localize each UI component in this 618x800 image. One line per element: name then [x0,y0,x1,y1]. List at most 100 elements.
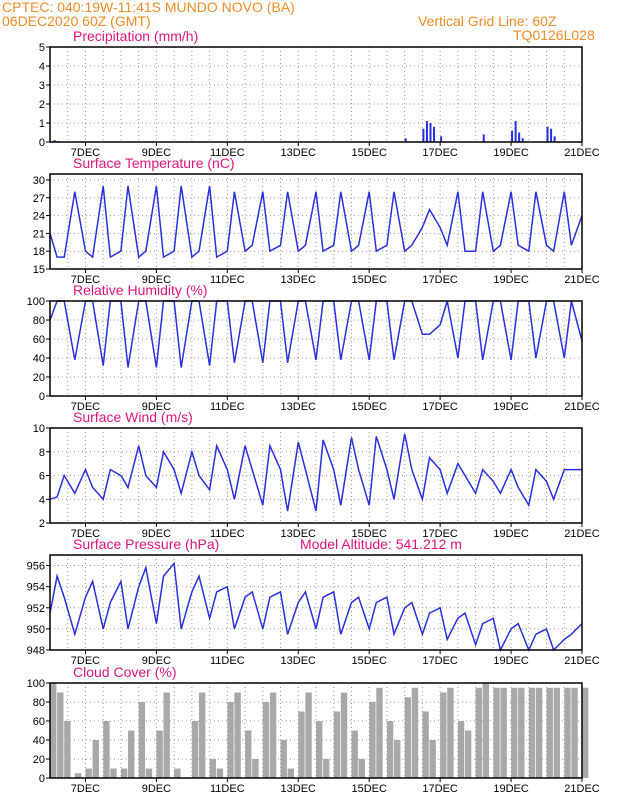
cloud-bar [546,687,553,778]
x-tick-label: 9DEC [142,274,171,286]
model-altitude: Model Altitude: 541.212 m [300,536,462,552]
x-tick-label: 21DEC [564,783,600,795]
cloud-bar [156,730,163,778]
y-tick-label: 4 [39,494,45,506]
cloud-bar [376,687,383,778]
precip-bar [422,128,425,142]
x-tick-label: 11DEC [210,528,245,540]
y-tick-label: 952 [27,603,45,615]
x-tick-label: 9DEC [142,401,171,413]
x-tick-label: 11DEC [210,401,245,413]
cloud-bar [511,687,518,778]
cloud-bar [138,702,146,778]
x-tick-label: 19DEC [493,655,529,667]
y-tick-label: 20 [33,754,45,766]
header-date: 06DEC2020 60Z (GMT) [2,13,151,29]
cloud-bar [411,687,419,778]
precip-bar [425,121,428,142]
precip-bar [521,138,524,142]
x-tick-label: 7DEC [71,274,100,286]
x-tick-label: 21DEC [564,147,600,159]
x-tick-label: 7DEC [71,528,100,540]
precip-bar [518,132,521,142]
y-tick-label: 30 [33,175,45,187]
x-tick-label: 15DEC [351,528,387,540]
cloud-bar [404,697,412,778]
cloud-bar [305,692,312,778]
x-tick-label: 17DEC [422,401,458,413]
precip-bar [550,128,553,142]
y-tick-label: 40 [33,353,45,365]
y-tick-label: 6 [39,471,45,483]
y-tick-label: 60 [33,334,45,346]
plot-frame [49,300,583,397]
cloud-bar [429,740,436,778]
cloud-bar [74,773,82,778]
cloud-bar [464,730,472,778]
x-tick-label: 11DEC [210,783,245,795]
cloud-bar [252,759,259,778]
cloud-bar [145,768,153,778]
cloud-bar [358,759,365,778]
y-tick-label: 40 [33,735,45,747]
cloud-bar [198,692,206,778]
y-tick-label: 80 [33,697,45,709]
x-tick-label: 13DEC [281,528,317,540]
y-tick-label: 2 [39,99,45,111]
panel-title: Relative Humidity (%) [73,282,208,298]
cloud-bar [64,721,71,778]
cloud-bar [128,730,135,778]
cloud-bar [57,692,64,778]
y-tick-label: 0 [39,773,45,785]
x-tick-label: 19DEC [493,783,529,795]
cloud-bar [351,730,358,778]
cloud-bar [564,687,571,778]
precip-bar [429,123,432,142]
cloud-bar [262,702,270,778]
cloud-bar [535,687,543,778]
x-tick-label: 11DEC [210,274,245,286]
cloud-bar [582,687,589,778]
panel-title: Cloud Cover (%) [73,664,176,680]
precip-bar [53,140,56,142]
precip-bar [511,130,514,142]
panel-title: Surface Wind (m/s) [73,409,193,425]
x-tick-label: 7DEC [71,655,100,667]
y-tick-label: 1 [39,118,45,130]
cloud-bar [269,692,277,778]
cloud-bar [191,721,199,778]
y-tick-label: 948 [27,645,45,657]
panel-title: Surface Pressure (hPa) [73,536,219,552]
x-tick-label: 19DEC [493,528,529,540]
x-tick-label: 17DEC [422,528,458,540]
panel-title: Precipitation (mm/h) [73,28,198,44]
precip-bar [433,126,436,142]
y-tick-label: 27 [33,193,45,205]
cloud-bar [227,702,234,778]
cloud-bar [447,687,454,778]
cloud-bar [394,740,401,778]
header-station: CPTEC: 040:19W-11:41S MUNDO NOVO (BA) [2,0,295,15]
cloud-bar [475,687,482,778]
precip-bar [514,121,517,142]
x-tick-label: 21DEC [564,655,600,667]
precip-bar [482,134,485,142]
cloud-bar [234,692,241,778]
x-tick-label: 13DEC [281,274,317,286]
x-tick-label: 11DEC [210,655,245,667]
cloud-bar [323,759,330,778]
header-grid-info: Vertical Grid Line: 60Z [418,13,557,29]
cloud-bar [553,687,561,778]
y-tick-label: 21 [33,228,45,240]
x-tick-label: 21DEC [564,528,600,540]
y-tick-label: 60 [33,716,45,728]
x-tick-label: 11DEC [210,147,245,159]
x-tick-label: 21DEC [564,401,600,413]
cloud-bar [216,768,224,778]
cloud-bar [209,759,216,778]
panel-title: Surface Temperature (nC) [73,155,235,171]
y-tick-label: 100 [27,296,45,308]
cloud-bar [518,687,525,778]
y-tick-label: 0 [39,391,45,403]
